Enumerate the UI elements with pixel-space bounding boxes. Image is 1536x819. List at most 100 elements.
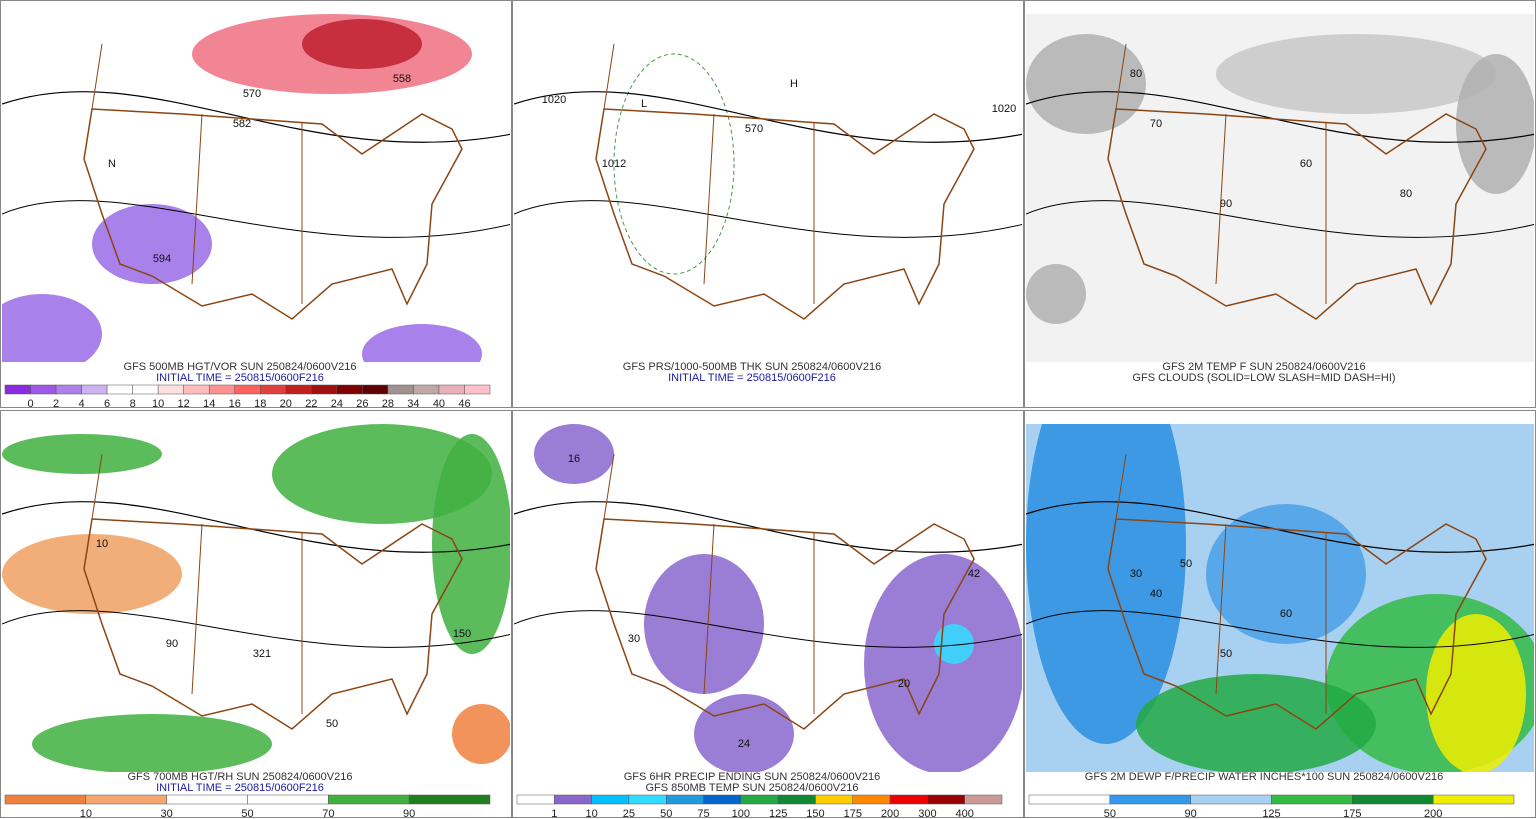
shaded-field bbox=[1216, 34, 1496, 114]
panel: 50 40 30 60 50 GFS 2M DEWP F/PRECIP WATER INC… bbox=[1024, 410, 1536, 819]
colorbar-label: 22 bbox=[305, 398, 317, 410]
shaded-field bbox=[1426, 614, 1526, 772]
panel: 1020 1012 L H 570 1020 GFS PRS/1000-500MB THK … bbox=[512, 0, 1024, 408]
colorbar-label: 90 bbox=[1185, 808, 1197, 819]
map-label: 150 bbox=[453, 628, 471, 640]
map-label: 42 bbox=[968, 568, 980, 580]
country-outline bbox=[83, 108, 463, 320]
colorbar-swatch bbox=[328, 794, 410, 805]
colorbar-swatch bbox=[106, 384, 133, 395]
map-label: 558 bbox=[393, 73, 411, 85]
shaded-field bbox=[613, 53, 735, 275]
colorbar-label: 24 bbox=[331, 398, 343, 410]
colorbar-label: 12 bbox=[178, 398, 190, 410]
border-line bbox=[91, 453, 303, 714]
map-layer: 50 40 30 60 50 bbox=[1026, 424, 1534, 772]
map-label: 570 bbox=[745, 123, 763, 135]
map-label: 10 bbox=[96, 538, 108, 550]
border-line bbox=[603, 453, 815, 714]
map-label: 50 bbox=[1220, 648, 1232, 660]
colorbar-label: 175 bbox=[844, 808, 862, 819]
map-area bbox=[514, 14, 1022, 362]
caption: GFS PRS/1000-500MB THK SUN 250824/0600V2… bbox=[623, 361, 881, 373]
shaded-field bbox=[1026, 264, 1086, 324]
colorbar-swatch bbox=[815, 794, 854, 805]
contour bbox=[2, 91, 510, 143]
colorbar-swatch bbox=[30, 384, 57, 395]
colorbar-swatch bbox=[703, 794, 742, 805]
colorbar-label: 0 bbox=[27, 398, 33, 410]
colorbar-swatch bbox=[311, 384, 338, 395]
caption: GFS 2M TEMP F SUN 250824/0600V216 bbox=[1162, 361, 1365, 373]
colorbar-swatch bbox=[157, 384, 184, 395]
colorbar-label: 100 bbox=[732, 808, 750, 819]
colorbar-swatch bbox=[234, 384, 261, 395]
caption: GFS 500MB HGT/VOR SUN 250824/0600V216 bbox=[124, 361, 357, 373]
colorbar-swatch bbox=[665, 794, 704, 805]
border-line bbox=[603, 43, 815, 304]
shaded-field bbox=[2, 534, 182, 614]
colorbar-label: 10 bbox=[80, 808, 92, 819]
colorbar-swatch bbox=[4, 794, 87, 805]
country-outline bbox=[1107, 108, 1487, 320]
panel: 90 50 321 10 150 GFS 700MB HGT/RH SUN 250824/… bbox=[0, 410, 512, 819]
map-label: 16 bbox=[568, 453, 580, 465]
contour bbox=[2, 200, 510, 238]
colorbar-label: 50 bbox=[241, 808, 253, 819]
caption: GFS CLOUDS (SOLID=LOW SLASH=MID DASH=HI) bbox=[1132, 372, 1395, 384]
colorbar-swatch bbox=[852, 794, 891, 805]
colorbar-label: 200 bbox=[881, 808, 899, 819]
caption: GFS 850MB TEMP SUN 250824/0600V216 bbox=[646, 782, 859, 794]
contour bbox=[2, 501, 510, 553]
colorbar-swatch bbox=[81, 384, 108, 395]
contour bbox=[514, 200, 1022, 238]
caption: GFS 2M DEWP F/PRECIP WATER INCHES*100 SU… bbox=[1085, 771, 1443, 783]
panel: 570 582 558 594 N GFS 500MB HGT/VOR SUN 25082… bbox=[0, 0, 512, 410]
map-label: 60 bbox=[1280, 608, 1292, 620]
shaded-field bbox=[2, 294, 102, 362]
map-label: 24 bbox=[738, 738, 750, 750]
contour bbox=[514, 91, 1022, 143]
colorbar-label: 125 bbox=[769, 808, 787, 819]
map-label: 30 bbox=[1130, 568, 1142, 580]
colorbar-swatch bbox=[740, 794, 779, 805]
map-label: L bbox=[641, 98, 647, 110]
map-label: 570 bbox=[243, 88, 261, 100]
panel: 80 70 90 60 80 GFS 2M TEMP F SUN 250824/0600V… bbox=[1024, 0, 1536, 408]
country-outline bbox=[83, 518, 463, 730]
border-line bbox=[1115, 453, 1327, 714]
colorbar-swatch bbox=[516, 794, 555, 805]
shaded-field bbox=[934, 624, 974, 664]
colorbar-swatch bbox=[285, 384, 312, 395]
colorbar-label: 50 bbox=[660, 808, 672, 819]
colorbar-swatch bbox=[1352, 794, 1434, 805]
caption: INITIAL TIME = 250815/0600F216 bbox=[668, 372, 836, 384]
colorbar-label: 4 bbox=[79, 398, 85, 410]
map-label: N bbox=[108, 158, 116, 170]
colorbar-swatch bbox=[132, 384, 159, 395]
country-outline bbox=[595, 108, 975, 320]
colorbar-label: 175 bbox=[1343, 808, 1361, 819]
map-label: 40 bbox=[1150, 588, 1162, 600]
colorbar-swatch bbox=[260, 384, 287, 395]
colorbar-label: 40 bbox=[433, 398, 445, 410]
colorbar-label: 8 bbox=[130, 398, 136, 410]
colorbar-label: 34 bbox=[407, 398, 419, 410]
colorbar-swatch bbox=[1028, 794, 1111, 805]
colorbar-swatch bbox=[413, 384, 440, 395]
colorbar-swatch bbox=[55, 384, 82, 395]
colorbar-label: 2 bbox=[53, 398, 59, 410]
map-label: H bbox=[790, 78, 798, 90]
contour bbox=[1026, 501, 1534, 553]
caption: INITIAL TIME = 250815/0600F216 bbox=[156, 372, 324, 384]
shaded-field bbox=[362, 324, 482, 362]
map-layer: 570 582 558 594 N bbox=[2, 14, 510, 362]
colorbar-swatch bbox=[166, 794, 248, 805]
map-label: 582 bbox=[233, 118, 251, 130]
map-label: 70 bbox=[1150, 118, 1162, 130]
colorbar-swatch bbox=[777, 794, 816, 805]
contour bbox=[514, 501, 1022, 553]
colorbar-label: 1 bbox=[551, 808, 557, 819]
colorbar-label: 10 bbox=[152, 398, 164, 410]
